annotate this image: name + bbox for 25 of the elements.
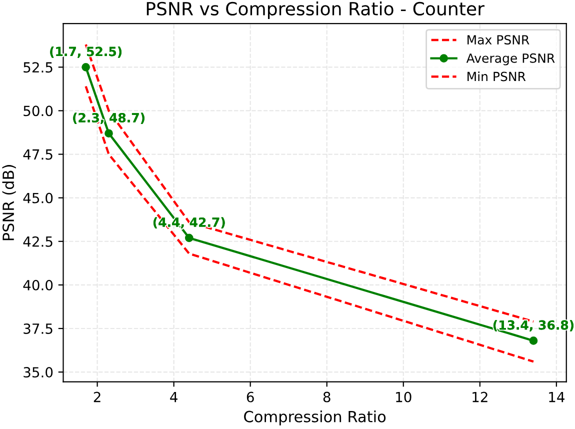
point [184, 234, 194, 242]
legend-label: Min PSNR [468, 72, 526, 82]
point [529, 336, 538, 345]
point [104, 129, 113, 138]
x-axis-title: Compression Ratio [244, 410, 386, 426]
y-tick-label: 35.0 [24, 367, 53, 378]
chart-title: PSNR vs Compression Ratio - Counter [146, 2, 484, 20]
x-tick-label: 14 [549, 392, 564, 402]
point [82, 62, 90, 72]
y-tick-label: 42.5 [23, 236, 52, 247]
x-tick-label: 4 [170, 392, 178, 402]
y-axis-title: PSNR (dB) [2, 165, 16, 240]
y-tick-label: 50.0 [24, 106, 53, 116]
x-tick-label: 12 [472, 392, 488, 402]
y-tick-label: 37.5 [24, 323, 52, 334]
x-tick-label: 10 [396, 392, 412, 402]
legend-label: Max PSNR [468, 35, 530, 45]
y-tick-label: 52.5 [24, 62, 52, 73]
y-tick-label: 45.0 [23, 192, 53, 204]
legend-label: Average PSNR [466, 53, 555, 66]
x-tick-label: 6 [246, 392, 254, 402]
y-tick-label: 47.5 [23, 149, 52, 160]
x-tick-label: 8 [323, 392, 330, 402]
y-tick-label: 40.0 [23, 280, 53, 290]
x-tick-label: 2 [94, 392, 100, 402]
